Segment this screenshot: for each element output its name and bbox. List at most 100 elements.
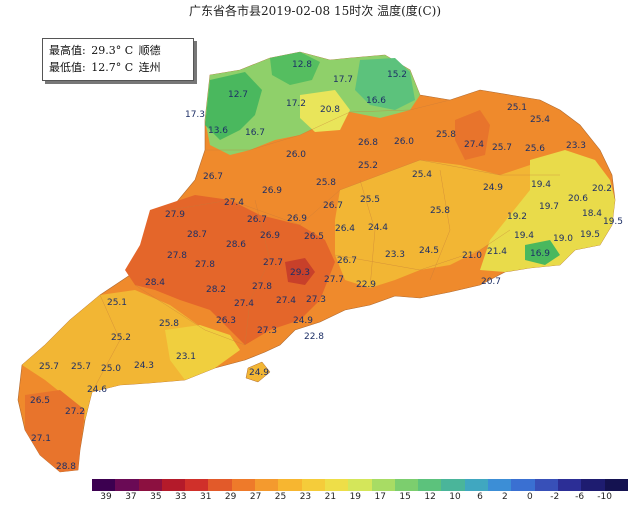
temperature-label: 27.4 xyxy=(276,296,296,306)
temperature-label: 23.3 xyxy=(566,141,586,151)
legend-swatch xyxy=(231,479,256,491)
temperature-label: 27.9 xyxy=(165,210,185,220)
temperature-label: 15.2 xyxy=(387,70,407,80)
min-station: 连州 xyxy=(138,61,161,74)
zone-north-deepgreen xyxy=(205,72,262,140)
temperature-label: 16.7 xyxy=(245,128,265,138)
legend-tick-label: -6 xyxy=(575,492,585,502)
temperature-label: 12.7 xyxy=(228,90,248,100)
zone-coast-light xyxy=(165,325,240,380)
temperature-label: 25.2 xyxy=(358,161,378,171)
legend-swatch xyxy=(464,479,489,491)
temperature-label: 19.2 xyxy=(507,212,527,222)
legend-tick-label: 31 xyxy=(199,492,212,502)
temperature-label: 25.2 xyxy=(111,333,131,343)
temperature-label: 19.7 xyxy=(539,202,559,212)
temperature-label: 26.9 xyxy=(287,214,307,224)
temperature-label: 26.7 xyxy=(337,256,357,266)
temperature-label: 26.8 xyxy=(358,138,378,148)
temperature-label: 12.8 xyxy=(292,60,312,70)
legend-swatch xyxy=(371,479,395,491)
min-row: 最低值: 12.7° C 连州 xyxy=(49,59,187,76)
zone-shantou-green xyxy=(525,240,560,265)
temperature-label: 17.3 xyxy=(185,110,205,120)
temperature-label: 21.0 xyxy=(462,251,482,261)
min-label: 最低值: xyxy=(49,61,86,74)
temperature-label: 19.5 xyxy=(603,217,623,227)
temperature-label: 20.2 xyxy=(592,184,612,194)
temperature-label: 17.7 xyxy=(333,75,353,85)
legend-swatch xyxy=(92,479,116,491)
legend-tick-label: 29 xyxy=(224,492,237,502)
min-value: 12.7° C xyxy=(91,61,134,74)
temperature-label: 26.0 xyxy=(394,137,414,147)
temperature-label: 26.5 xyxy=(30,396,50,406)
legend-swatch xyxy=(278,479,302,491)
temperature-label: 24.9 xyxy=(249,368,269,378)
temperature-label: 25.7 xyxy=(492,143,512,153)
temperature-label: 26.7 xyxy=(203,172,223,182)
legend-tick-label: 10 xyxy=(449,492,461,502)
legend-tick-label: 2 xyxy=(502,492,508,502)
temperature-label: 29.3 xyxy=(290,268,310,278)
temperature-label: 22.8 xyxy=(304,332,324,342)
legend-tick-label: 33 xyxy=(175,492,187,502)
temperature-label: 16.9 xyxy=(530,249,550,259)
temperature-label: 25.8 xyxy=(436,130,456,140)
color-legend: 39 37 35 33 31 29 27 25 23 21 19 17 15 12 10 6 2 0 -2 -6 -10 xyxy=(92,479,628,505)
zone-shaoguan-light xyxy=(300,90,350,132)
temperature-label: 26.0 xyxy=(286,150,306,160)
temperature-label: 19.4 xyxy=(531,180,551,190)
legend-tick-label: 12 xyxy=(424,492,436,502)
legend-swatch xyxy=(441,479,465,491)
legend-tick-label: 19 xyxy=(349,492,362,502)
legend-swatch xyxy=(255,479,279,491)
legend-tick-label: -2 xyxy=(550,492,560,502)
legend-color-bar xyxy=(92,479,628,491)
zone-east-mild xyxy=(335,160,565,288)
legend-swatch xyxy=(418,479,442,491)
temperature-label: 23.1 xyxy=(176,352,196,362)
temperature-label: 26.9 xyxy=(262,186,282,196)
temperature-label: 28.2 xyxy=(206,285,226,295)
temperature-label: 19.0 xyxy=(553,234,573,244)
temperature-label: 27.2 xyxy=(65,407,85,417)
temperature-label: 27.8 xyxy=(195,260,215,270)
temperature-label: 27.1 xyxy=(31,434,51,444)
temperature-label: 24.9 xyxy=(293,316,313,326)
temperature-label: 26.7 xyxy=(323,201,343,211)
zone-meizhou-orange xyxy=(455,110,490,160)
temperature-label: 27.3 xyxy=(257,326,277,336)
legend-tick-label: 17 xyxy=(374,492,386,502)
map-title: 广东省各市县2019-02-08 15时次 温度(度(C)) xyxy=(189,4,441,18)
stats-box: 最高值: 29.3° C 顺德 最低值: 12.7° C 连州 xyxy=(42,38,194,81)
legend-swatch xyxy=(138,479,162,491)
max-station: 顺德 xyxy=(138,44,161,57)
temperature-label: 27.4 xyxy=(224,198,244,208)
temperature-label: 28.7 xyxy=(187,230,207,240)
temperature-label: 25.1 xyxy=(507,103,527,113)
temperature-label: 25.8 xyxy=(430,206,450,216)
temperature-label: 24.5 xyxy=(419,246,439,256)
legend-tick-label: 25 xyxy=(274,492,287,502)
temperature-label: 25.1 xyxy=(107,298,127,308)
legend-tick-label: 15 xyxy=(399,492,411,502)
legend-tick-label: 23 xyxy=(299,492,312,502)
temperature-label: 26.7 xyxy=(247,215,267,225)
temperature-label: 27.8 xyxy=(252,282,272,292)
temperature-label: 28.6 xyxy=(226,240,246,250)
temperature-label: 25.8 xyxy=(316,178,336,188)
county-boundaries xyxy=(91,99,560,393)
legend-swatch xyxy=(581,479,605,491)
zone-northeast-green xyxy=(355,58,415,110)
legend-swatch xyxy=(115,479,139,491)
temperature-label: 24.4 xyxy=(368,223,388,233)
legend-ticks: 39 37 35 33 31 29 27 25 23 21 19 17 15 12 10 6 2 0 -2 -6 -10 xyxy=(92,491,628,505)
legend-tick-label: 37 xyxy=(125,492,137,502)
legend-tick-label: 39 xyxy=(100,492,112,502)
temperature-label: 27.4 xyxy=(464,140,484,150)
legend-swatch xyxy=(161,479,186,491)
zone-hottest xyxy=(285,258,315,285)
legend-swatch xyxy=(185,479,209,491)
